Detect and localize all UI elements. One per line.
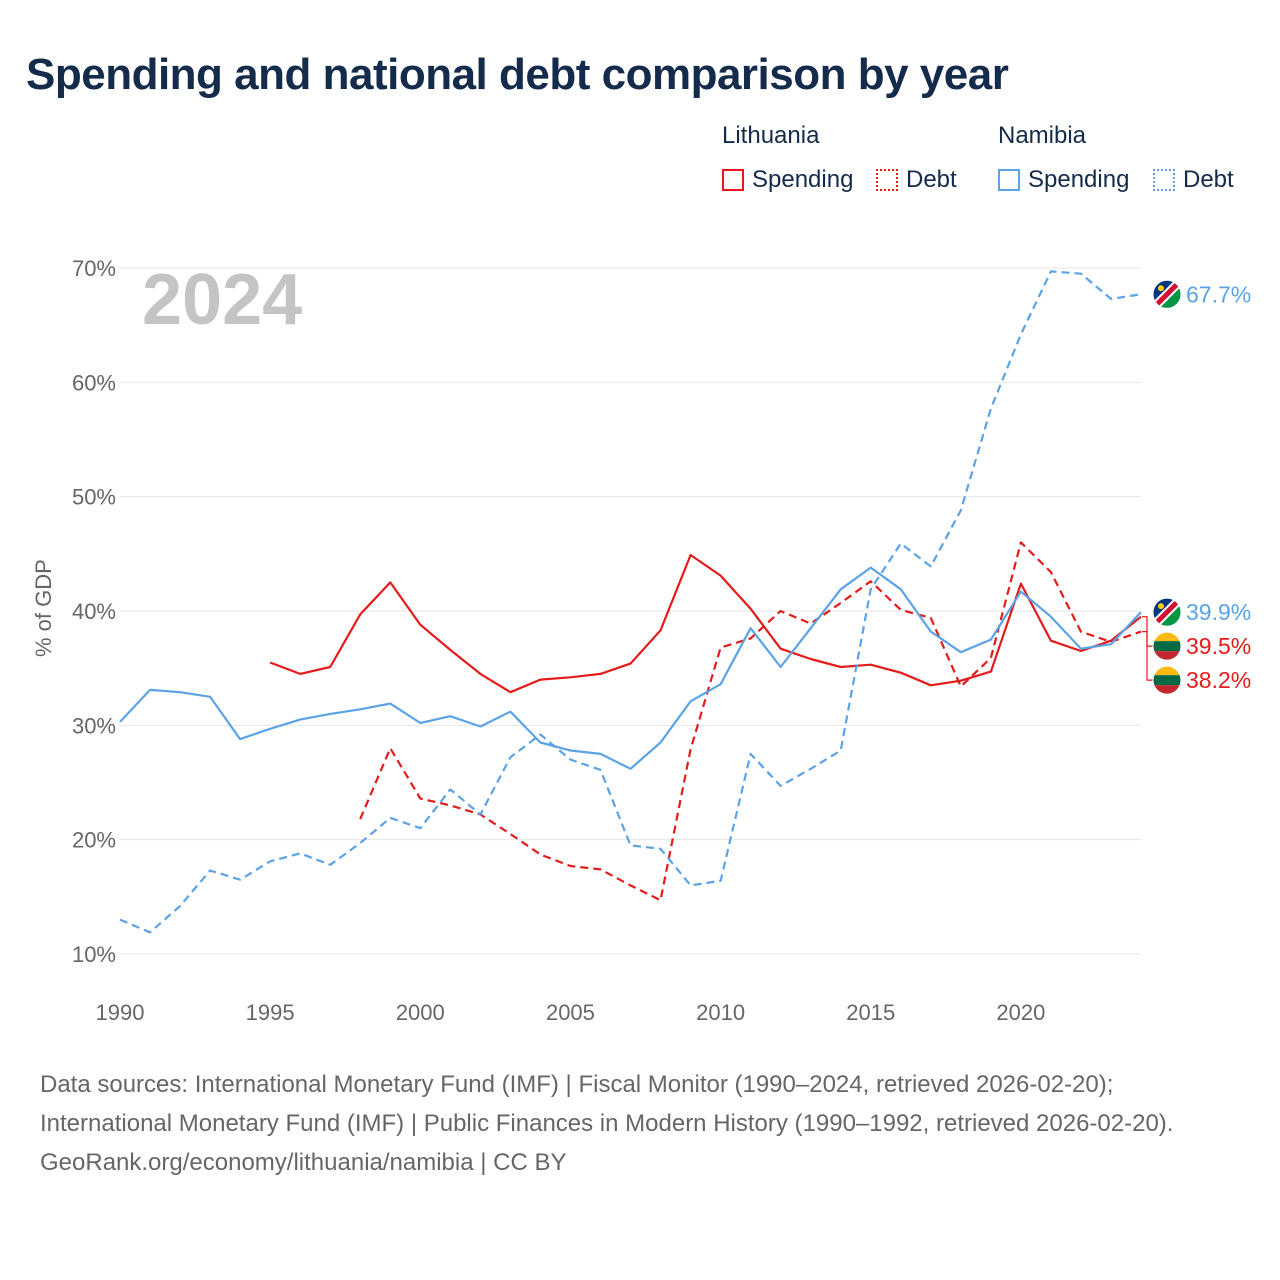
lithuania-flag-icon xyxy=(1153,632,1181,661)
series-lines xyxy=(119,270,1142,934)
legend-label: Debt xyxy=(906,166,957,193)
x-tick-label: 2020 xyxy=(996,1000,1045,1025)
x-tick-label: 1990 xyxy=(96,1000,145,1025)
y-tick-label: 10% xyxy=(72,942,116,967)
namibia-flag-icon xyxy=(1153,280,1181,309)
legend-label: Spending xyxy=(752,166,854,193)
x-tick-label: 2015 xyxy=(846,1000,895,1025)
y-axis-label: % of GDP xyxy=(31,559,56,657)
year-watermark: 2024 xyxy=(142,260,302,340)
gridlines xyxy=(120,267,1141,955)
y-tick-label: 60% xyxy=(72,370,116,395)
x-tick-label: 2010 xyxy=(696,1000,745,1025)
footer: Data sources: International Monetary Fun… xyxy=(40,1065,1240,1182)
x-axis-ticks: 1990 1995 2000 2005 2010 2015 2020 xyxy=(96,1000,1046,1025)
series-line-namibia-debt[interactable] xyxy=(119,270,1142,934)
y-tick-label: 50% xyxy=(72,485,116,510)
legend-group-lithuania: Lithuania xyxy=(722,122,820,149)
series-line-lithuania-debt[interactable] xyxy=(359,541,1142,902)
credit-link[interactable]: GeoRank.org/economy/lithuania/namibia | … xyxy=(40,1149,567,1176)
end-value-label: 39.9% xyxy=(1186,599,1251,625)
page-title: Spending and national debt comparison by… xyxy=(26,50,1009,99)
end-value-label: 38.2% xyxy=(1186,667,1251,693)
flag-ring xyxy=(1152,597,1182,627)
legend-item-namibia-spending[interactable]: Spending xyxy=(998,166,1129,194)
series-line-lithuania-spending[interactable] xyxy=(269,553,1142,694)
y-tick-label: 40% xyxy=(72,599,116,624)
lithuania-flag-icon xyxy=(1153,666,1181,695)
flag-ring xyxy=(1152,665,1182,695)
data-sources: Data sources: International Monetary Fun… xyxy=(40,1071,1174,1137)
legend-label: Spending xyxy=(1028,166,1130,193)
legend-swatch-solid xyxy=(998,169,1020,191)
x-tick-label: 2000 xyxy=(396,1000,445,1025)
legend: Lithuania Spending Debt Namibia Spending… xyxy=(0,122,1280,202)
legend-item-lithuania-debt[interactable]: Debt xyxy=(876,166,957,194)
legend-item-namibia-debt[interactable]: Debt xyxy=(1153,166,1234,194)
legend-swatch-solid xyxy=(722,169,744,191)
end-value-label: 39.5% xyxy=(1186,633,1251,659)
legend-swatch-dotted xyxy=(1153,169,1175,191)
legend-item-lithuania-spending[interactable]: Spending xyxy=(722,166,853,194)
flag-ring xyxy=(1152,631,1182,661)
y-tick-label: 20% xyxy=(72,828,116,853)
y-tick-label: 30% xyxy=(72,713,116,738)
end-value-label: 67.7% xyxy=(1186,281,1251,307)
x-tick-label: 2005 xyxy=(546,1000,595,1025)
chart: 10% 20% 30% 40% 50% 60% 70% 1990 1995 2000 2005 20… xyxy=(31,256,1251,1025)
y-axis-ticks: 10% 20% 30% 40% 50% 60% 70% xyxy=(72,256,116,967)
label-connector xyxy=(1142,630,1153,681)
legend-label: Debt xyxy=(1183,166,1234,193)
namibia-flag-icon xyxy=(1153,598,1181,627)
y-tick-label: 70% xyxy=(72,256,116,281)
series-line-namibia-spending[interactable] xyxy=(119,566,1142,770)
flag-ring xyxy=(1152,279,1182,309)
x-tick-label: 1995 xyxy=(246,1000,295,1025)
end-markers: 39.5% 38.2% 39.9% 67.7% xyxy=(1142,279,1251,695)
legend-group-namibia: Namibia xyxy=(998,122,1087,149)
legend-swatch-dotted xyxy=(876,169,898,191)
